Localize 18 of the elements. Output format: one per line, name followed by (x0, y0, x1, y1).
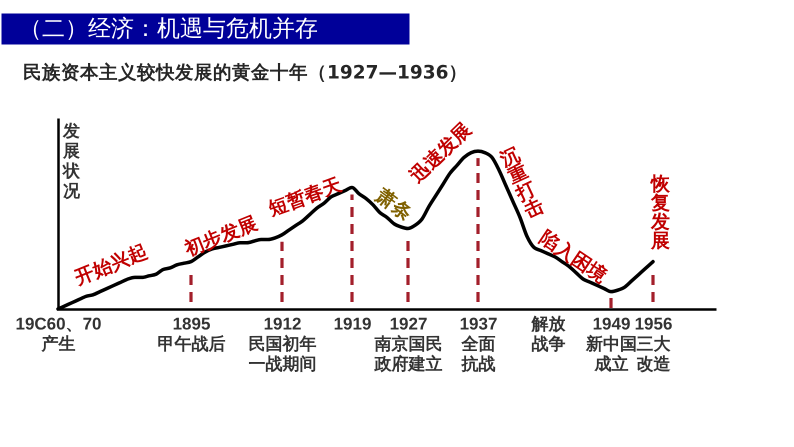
annotation: 沉重打击 (496, 142, 548, 223)
annotation: 短暂春天 (264, 174, 345, 221)
x-tick-label: 1895 甲午战后 (158, 314, 226, 354)
chart-title: （二）经济：机遇与危机并存 (19, 16, 318, 42)
y-axis-title: 发展状况 (62, 122, 81, 202)
x-tick-label: 1956 三大改造 (634, 314, 672, 374)
x-tick-label: 1919 (334, 314, 372, 334)
x-tick-label: 1949 新中国成立 (585, 314, 637, 374)
x-tick-label: 1937 全面抗战 (460, 314, 498, 374)
annotation: 恢复发展 (650, 173, 672, 252)
annotation: 开始兴起 (70, 240, 151, 290)
annotation: 初步发展 (180, 212, 260, 262)
x-tick-label: 1927 南京国民政府建立 (374, 314, 442, 374)
x-tick-label: 19C60、70 产生 (15, 314, 102, 354)
chart-subtitle: 民族资本主义较快发展的黄金十年（1927—1936） (23, 62, 468, 84)
annotation: 陷入困境 (536, 226, 611, 288)
x-tick-label: 解放战争 (530, 314, 566, 354)
x-tick-label: 1912 民国初年一战期间 (248, 314, 316, 374)
